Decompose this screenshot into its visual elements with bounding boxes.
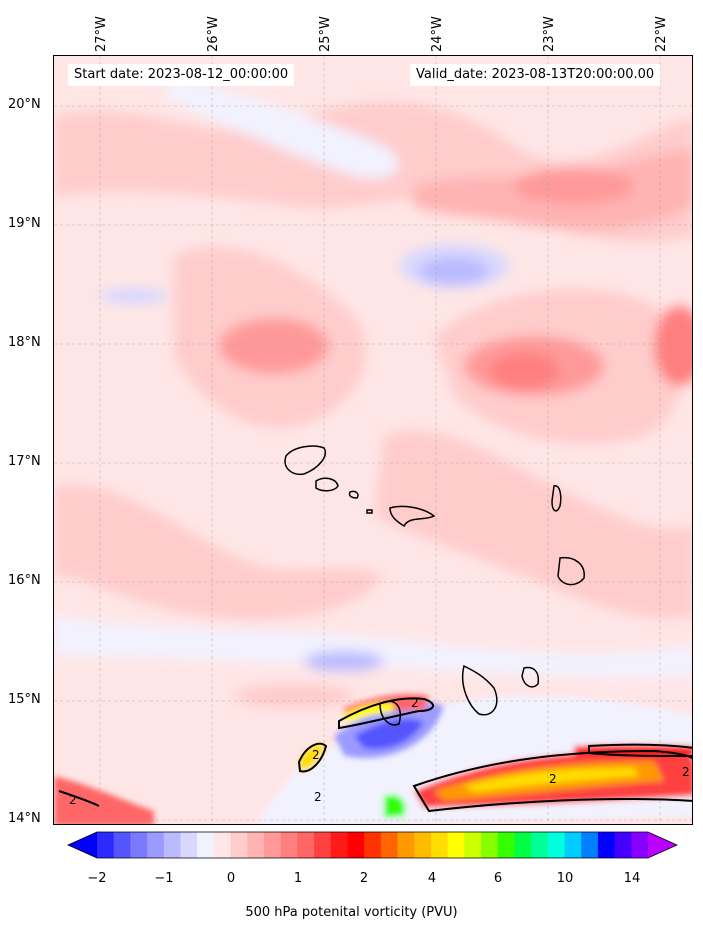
colorbar-cell xyxy=(247,832,265,858)
colorbar-cell xyxy=(397,832,415,858)
island-maio xyxy=(521,666,540,688)
colorbar-cell xyxy=(113,832,131,858)
colorbar-tick: −1 xyxy=(154,871,174,886)
lat-label-16n: 16°N xyxy=(8,573,41,588)
island-sal xyxy=(551,485,562,512)
colorbar-tick: 6 xyxy=(493,871,503,886)
lat-label-17n: 17°N xyxy=(8,454,41,469)
colorbar-cell xyxy=(597,832,616,858)
island-santa-luzia xyxy=(348,490,359,499)
contour-label: 2 xyxy=(411,696,419,710)
lon-label-22w: 22°W xyxy=(654,16,669,52)
colorbar-cell xyxy=(631,832,649,858)
contour-label: 2 xyxy=(69,793,77,807)
contour-labels: 2 2 2 2 2 2 xyxy=(69,696,690,807)
colorbar-tick: 1 xyxy=(293,871,303,886)
lon-label-25w: 25°W xyxy=(318,16,333,52)
colorbar-cell xyxy=(130,832,148,858)
lon-label-27w: 27°W xyxy=(94,16,109,52)
colorbar-cell xyxy=(497,832,515,858)
lat-label-14n: 14°N xyxy=(8,811,41,826)
colorbar-label: 500 hPa potenital vorticity (PVU) xyxy=(245,905,458,920)
colorbar-cell xyxy=(163,832,181,858)
pv-strong-band xyxy=(54,694,692,824)
colorbar-cell xyxy=(297,832,315,858)
colorbar-cell xyxy=(531,832,549,858)
colorbar-cell xyxy=(614,832,632,858)
contour-label: 2 xyxy=(312,748,320,762)
island-santo-antao xyxy=(284,445,326,476)
pv-shading xyxy=(54,76,692,708)
colorbar-cell xyxy=(481,832,499,858)
island-boa-vista xyxy=(557,556,585,586)
colorbar-cell xyxy=(380,832,399,858)
contour-label: 2 xyxy=(682,765,690,779)
colorbar-cell xyxy=(280,832,298,858)
island-sao-vicente xyxy=(315,477,339,492)
colorbar-cells xyxy=(97,832,649,858)
colorbar-cell xyxy=(230,832,248,858)
colorbar-cell xyxy=(263,832,282,858)
colorbar-tick: 10 xyxy=(556,871,574,886)
pv-field-svg: 2 2 2 2 2 2 xyxy=(54,56,692,824)
colorbar-tick: −2 xyxy=(87,871,107,886)
colorbar-cell xyxy=(414,832,432,858)
colorbar-cell xyxy=(464,832,482,858)
pv-contours xyxy=(58,697,692,813)
lat-label-20n: 20°N xyxy=(8,97,41,112)
colorbar-cell xyxy=(430,832,449,858)
colorbar-cell xyxy=(330,832,348,858)
colorbar-tick: 0 xyxy=(226,871,236,886)
island-sao-nicolau xyxy=(389,505,436,528)
lon-label-24w: 24°W xyxy=(430,16,445,52)
colorbar-cell xyxy=(197,832,215,858)
colorbar-tick: 4 xyxy=(427,871,437,886)
colorbar-cell xyxy=(314,832,332,858)
lat-label-18n: 18°N xyxy=(8,335,41,350)
colorbar-cell xyxy=(364,832,382,858)
colorbar-cell xyxy=(514,832,532,858)
colorbar-cell xyxy=(180,832,198,858)
island-islet xyxy=(366,509,373,514)
contour-label: 2 xyxy=(314,790,322,804)
colorbar-cell xyxy=(447,832,465,858)
colorbar-cell xyxy=(147,832,165,858)
colorbar-svg xyxy=(67,831,678,859)
colorbar-cell xyxy=(97,832,115,858)
lon-label-26w: 26°W xyxy=(206,16,221,52)
map-panel: 2 2 2 2 2 2 xyxy=(53,55,693,825)
valid-date-label: Valid_date: 2023-08-13T20:00:00.00 xyxy=(410,64,661,86)
colorbar-cell xyxy=(581,832,599,858)
island-outlines xyxy=(284,445,585,726)
island-santiago xyxy=(462,664,498,716)
colorbar-tick: 2 xyxy=(359,871,369,886)
colorbar-cell xyxy=(213,832,232,858)
colorbar-cell xyxy=(547,832,566,858)
colorbar-cell xyxy=(564,832,582,858)
lat-label-15n: 15°N xyxy=(8,692,41,707)
colorbar-cell xyxy=(347,832,365,858)
lat-label-19n: 19°N xyxy=(8,216,41,231)
colorbar-extend-high xyxy=(648,832,677,858)
graticule xyxy=(54,56,692,824)
colorbar-extend-low xyxy=(68,832,97,858)
colorbar-tick: 14 xyxy=(623,871,641,886)
lon-label-23w: 23°W xyxy=(542,16,557,52)
contour-label: 2 xyxy=(549,772,557,786)
start-date-label: Start date: 2023-08-12_00:00:00 xyxy=(68,64,295,86)
